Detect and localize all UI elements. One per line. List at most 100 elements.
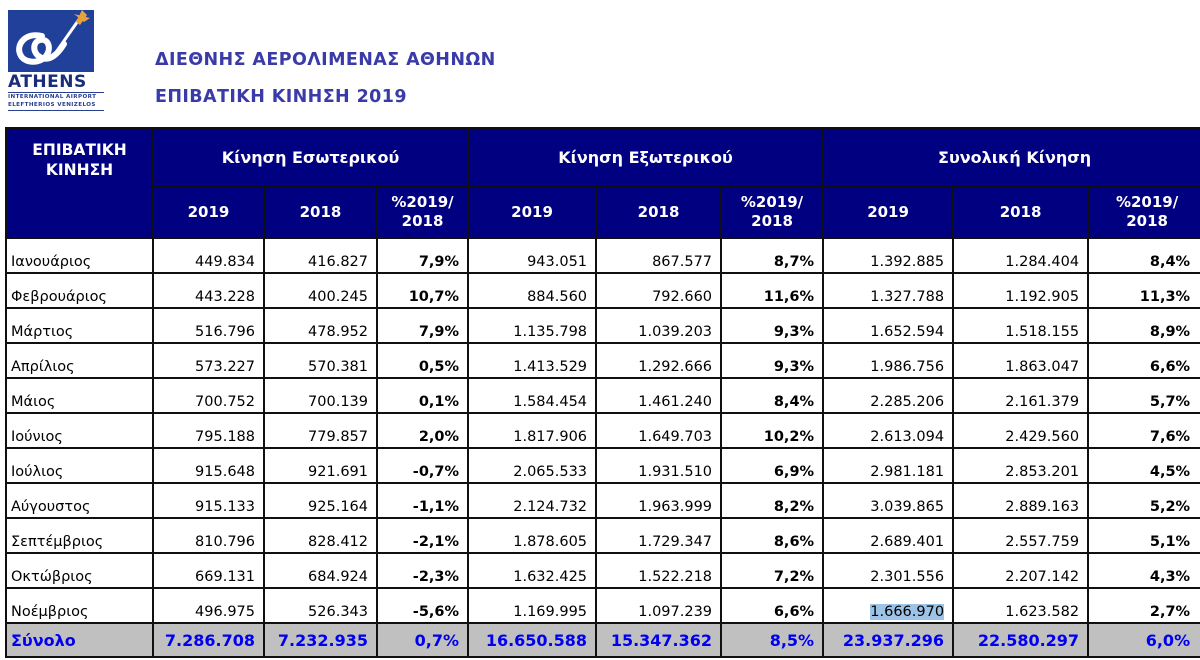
value: 5,1%: [1149, 534, 1191, 550]
percent-cell: 10,7%: [375, 272, 470, 309]
logo-alpha-plane-icon: [8, 10, 94, 72]
corner-header: ΕΠΙΒΑΤΙΚΗ ΚΙΝΗΣΗ: [5, 127, 154, 239]
value-cell: 700.752: [152, 377, 265, 414]
value: 2.613.094: [870, 429, 945, 445]
value: 7,9%: [418, 254, 460, 270]
value: 2.557.759: [1005, 534, 1080, 550]
total-value: 7.232.935: [277, 630, 368, 650]
value-cell: 1.522.218: [595, 552, 723, 589]
percent-cell: -5,6%: [375, 587, 470, 624]
month-cell: Ιούνιος: [5, 412, 154, 449]
value-cell: 1.632.425: [467, 552, 598, 589]
value: 1.632.425: [513, 569, 588, 585]
logo-subtitle-line2: ELEFTHERIOS VENIZELOS: [8, 102, 96, 109]
value-cell: 1.392.885: [822, 237, 955, 274]
value-cell: 684.924: [263, 552, 378, 589]
percent-cell: 4,5%: [1087, 447, 1200, 484]
value-cell: 478.952: [263, 307, 378, 344]
value-cell: 810.796: [152, 517, 265, 554]
percent-cell: -0,7%: [375, 447, 470, 484]
value-cell: 792.660: [595, 272, 723, 309]
value: 943.051: [527, 254, 588, 270]
table-row: Σεπτέμβριος 810.796 828.412 -2,1% 1.878.…: [5, 517, 1200, 554]
value-cell: 2.613.094: [822, 412, 955, 449]
value-cell: 1.192.905: [952, 272, 1090, 309]
percent-cell: 4,3%: [1087, 552, 1200, 589]
value-cell: 779.857: [263, 412, 378, 449]
month-cell: Αύγουστος: [5, 482, 154, 519]
value: 1.327.788: [870, 289, 945, 305]
document-titles: ΔΙΕΘΝΗΣ ΑΕΡΟΛΙΜΕΝΑΣ ΑΘΗΝΩΝ ΕΠΙΒΑΤΙΚΗ ΚΙΝ…: [155, 51, 496, 107]
value-cell: 2.689.401: [822, 517, 955, 554]
value-cell: 570.381: [263, 342, 378, 379]
passenger-traffic-table: ΕΠΙΒΑΤΙΚΗ ΚΙΝΗΣΗ Κίνηση Εσωτερικού Κίνησ…: [5, 127, 1200, 658]
value: 1.931.510: [638, 464, 713, 480]
value: 884.560: [527, 289, 588, 305]
value-cell: 416.827: [263, 237, 378, 274]
value: 828.412: [308, 534, 368, 550]
value: 915.133: [195, 499, 255, 515]
value: 1.863.047: [1005, 359, 1080, 375]
value: 10,7%: [408, 289, 460, 305]
percent-cell: 7,9%: [375, 307, 470, 344]
value: 9,3%: [773, 359, 815, 375]
value-cell: 1.623.582: [952, 587, 1090, 624]
percent-cell: 5,2%: [1087, 482, 1200, 519]
logo-athens-text: ATHENS: [8, 72, 87, 92]
value-cell: 2.853.201: [952, 447, 1090, 484]
value: 925.164: [308, 499, 368, 515]
title-traffic-2019: ΕΠΙΒΑΤΙΚΗ ΚΙΝΗΣΗ 2019: [155, 86, 407, 107]
percent-cell: 2,7%: [1087, 587, 1200, 624]
month-cell: Μάρτιος: [5, 307, 154, 344]
month-cell: Νοέμβριος: [5, 587, 154, 624]
month-label: Σεπτέμβριος: [11, 534, 104, 550]
logo-subtitle-line1: INTERNATIONAL AIRPORT: [8, 93, 97, 100]
total-cell: 7.232.935: [263, 622, 378, 658]
value: 3.039.865: [870, 499, 945, 515]
value: 1.097.239: [638, 604, 713, 620]
percent-cell: 8,2%: [720, 482, 825, 519]
value-cell: 915.648: [152, 447, 265, 484]
value: 516.796: [195, 324, 255, 340]
value-cell: 1.649.703: [595, 412, 723, 449]
value: 4,3%: [1149, 569, 1191, 585]
value-cell: 2.429.560: [952, 412, 1090, 449]
value-cell: 496.975: [152, 587, 265, 624]
value-cell: 795.188: [152, 412, 265, 449]
value-cell: 1.878.605: [467, 517, 598, 554]
value-cell: 1.097.239: [595, 587, 723, 624]
percent-cell: 11,3%: [1087, 272, 1200, 309]
month-label: Ιούλιος: [11, 464, 64, 480]
table-row: Νοέμβριος 496.975 526.343 -5,6% 1.169.99…: [5, 587, 1200, 624]
percent-cell: 10,2%: [720, 412, 825, 449]
table-row: Ιούλιος 915.648 921.691 -0,7% 2.065.533 …: [5, 447, 1200, 484]
total-label-cell: Σύνολο: [5, 622, 154, 658]
value: 1.135.798: [513, 324, 588, 340]
value-cell: 669.131: [152, 552, 265, 589]
value: 573.227: [195, 359, 255, 375]
value: 1.392.885: [870, 254, 945, 270]
value-cell: 2.557.759: [952, 517, 1090, 554]
month-cell: Ιανουάριος: [5, 237, 154, 274]
value-cell: 1.986.756: [822, 342, 955, 379]
percent-cell: 6,6%: [720, 587, 825, 624]
value-cell: 1.931.510: [595, 447, 723, 484]
subheader-pct: %2019/ 2018: [720, 185, 825, 239]
value: 867.577: [652, 254, 713, 270]
value-cell: 526.343: [263, 587, 378, 624]
value: 9,3%: [773, 324, 815, 340]
percent-cell: 7,6%: [1087, 412, 1200, 449]
total-cell: 0,7%: [375, 622, 470, 658]
value: 700.139: [308, 394, 368, 410]
value: 7,6%: [1149, 429, 1191, 445]
value-cell: 943.051: [467, 237, 598, 274]
value-cell: 1.135.798: [467, 307, 598, 344]
month-label: Ιούνιος: [11, 429, 63, 445]
percent-cell: 7,9%: [375, 237, 470, 274]
value: 4,5%: [1149, 464, 1191, 480]
value-cell: 443.228: [152, 272, 265, 309]
month-cell: Ιούλιος: [5, 447, 154, 484]
group-header-row: ΕΠΙΒΑΤΙΚΗ ΚΙΝΗΣΗ Κίνηση Εσωτερικού Κίνησ…: [5, 127, 1200, 239]
month-label: Αύγουστος: [11, 499, 91, 515]
total-value: 6,0%: [1145, 630, 1191, 650]
